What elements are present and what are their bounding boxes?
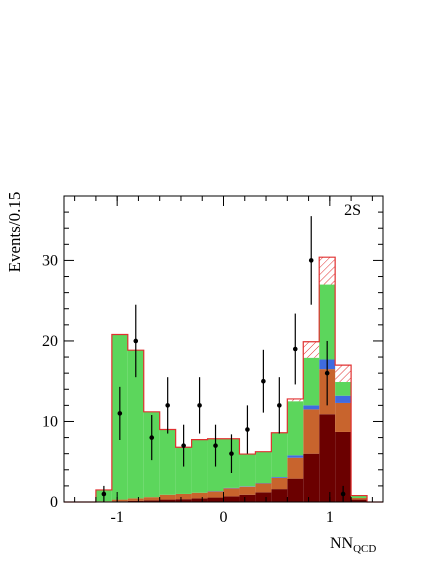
stack-bar-series-4	[319, 257, 336, 285]
data-point	[165, 403, 170, 408]
x-axis-label: NNQCD	[330, 535, 376, 555]
data-point	[277, 403, 282, 408]
stack-bar-series-1	[111, 499, 128, 502]
stack-bar-series-3	[239, 454, 256, 487]
stack-bar-series-3	[175, 447, 192, 494]
stack-bar-series-3	[335, 382, 352, 396]
stack-bar-series-0	[351, 499, 368, 502]
stack-bar-series-1	[303, 409, 320, 454]
stack-bar-series-0	[159, 499, 176, 502]
stack-bar-series-0	[287, 478, 304, 502]
stack-bar-series-2	[303, 405, 320, 410]
data-points	[101, 216, 346, 502]
stack-bar-series-3	[191, 439, 208, 493]
stack-bar-series-0	[335, 431, 352, 502]
stack-bar-series-4	[303, 341, 320, 358]
stack-bar-series-1	[271, 477, 288, 490]
stack-bar-series-3	[255, 451, 272, 484]
stack-bar-series-1	[335, 402, 352, 432]
stack-bar-series-0	[303, 453, 320, 502]
data-point	[197, 403, 202, 408]
data-point	[181, 443, 186, 448]
stack-bar-series-0	[319, 414, 336, 502]
data-point	[117, 411, 123, 416]
stack-bar-series-1	[207, 491, 224, 498]
stack-bar-series-2	[335, 395, 352, 403]
stack-bar-series-1	[287, 457, 304, 479]
stack-bar-series-3	[303, 357, 320, 406]
category-label: 2S	[344, 202, 361, 219]
stack-bar-series-0	[127, 500, 144, 502]
data-point	[229, 451, 234, 456]
stack-bar-series-3	[351, 495, 368, 498]
stack-bar-series-0	[271, 489, 288, 502]
stack-bar-series-0	[143, 500, 160, 502]
stack-bar-series-0	[255, 492, 272, 502]
stack-bar-series-0	[239, 494, 256, 502]
y-tick-label: 30	[42, 252, 58, 269]
data-point	[340, 491, 346, 497]
stack-bar-series-1	[143, 497, 160, 501]
y-tick-label: 10	[42, 413, 58, 430]
stack-bar-series-0	[191, 498, 208, 502]
data-point	[292, 346, 298, 352]
stack-bar-series-1	[191, 492, 208, 499]
x-tick-label: 0	[220, 509, 228, 526]
stack-bar-series-4	[287, 398, 304, 402]
data-point	[261, 378, 266, 384]
data-point	[308, 258, 314, 263]
data-point	[324, 370, 330, 376]
stack-bar-series-0	[223, 496, 240, 502]
data-point	[101, 491, 107, 497]
stack-bar-series-3	[271, 432, 288, 478]
stack-bar-series-4	[335, 365, 352, 383]
stack-bar-series-1	[159, 494, 176, 500]
y-axis-label: Events/0.15	[5, 192, 24, 273]
data-point	[133, 338, 139, 344]
stack-bar-series-0	[207, 497, 224, 502]
data-point	[245, 427, 250, 432]
stack-bar-series-3	[127, 350, 144, 499]
stack-bar-series-2	[271, 477, 288, 478]
stack-bar-series-1	[351, 497, 368, 500]
stacked-histogram	[95, 257, 368, 502]
x-tick-label: 1	[326, 509, 334, 526]
stack-bar-series-1	[255, 483, 272, 493]
stack-bar-series-1	[223, 488, 240, 497]
stack-bar-series-3	[319, 284, 336, 360]
stack-bar-series-3	[159, 429, 176, 495]
stack-bar-series-1	[239, 486, 256, 495]
stack-bar-series-1	[127, 498, 144, 501]
data-point	[149, 435, 155, 440]
y-tick-label: 0	[50, 494, 58, 511]
stack-bar-series-3	[287, 401, 304, 456]
stack-bar-series-1	[175, 493, 192, 500]
stack-bar-series-0	[175, 499, 192, 502]
y-tick-label: 20	[42, 333, 58, 350]
x-tick-label: -1	[111, 509, 124, 526]
stack-bar-series-2	[287, 455, 304, 458]
data-point	[213, 443, 218, 448]
